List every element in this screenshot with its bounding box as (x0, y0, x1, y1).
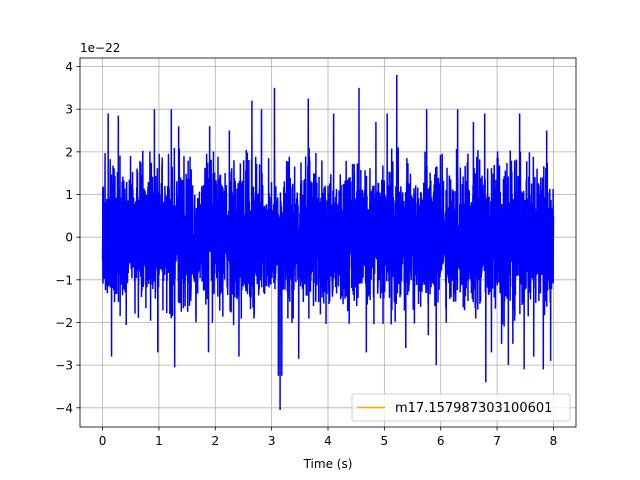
y-tick-label: 0 (65, 231, 73, 245)
y-tick-label: 1 (65, 188, 73, 202)
y-tick-label: 4 (65, 60, 73, 74)
y-tick-label: −3 (55, 359, 73, 373)
legend-box (351, 393, 571, 422)
y-axis-ticks: −4 −3 −2 −1 0 1 2 3 4 (55, 60, 80, 415)
x-tick-label: 6 (437, 434, 445, 448)
series-layer (101, 75, 555, 410)
x-axis-ticks: 0 1 2 3 4 5 6 7 8 (99, 427, 558, 448)
x-tick-label: 1 (155, 434, 163, 448)
y-tick-label: −2 (55, 316, 73, 330)
x-tick-label: 8 (550, 434, 558, 448)
x-tick-label: 0 (99, 434, 107, 448)
x-tick-label: 3 (268, 434, 276, 448)
y-tick-label: −1 (55, 273, 73, 287)
x-axis-label: Time (s) (303, 457, 353, 471)
x-tick-label: 7 (493, 434, 501, 448)
y-offset-text: 1e−22 (80, 41, 120, 55)
x-tick-label: 5 (381, 434, 389, 448)
x-tick-label: 2 (211, 434, 219, 448)
legend: m17.157987303100601 (351, 393, 571, 422)
series-line-strain (101, 75, 555, 410)
x-tick-label: 4 (324, 434, 332, 448)
y-tick-label: −4 (55, 401, 73, 415)
legend-label: m17.157987303100601 (395, 401, 552, 416)
y-tick-label: 2 (65, 145, 73, 159)
y-tick-label: 3 (65, 103, 73, 117)
